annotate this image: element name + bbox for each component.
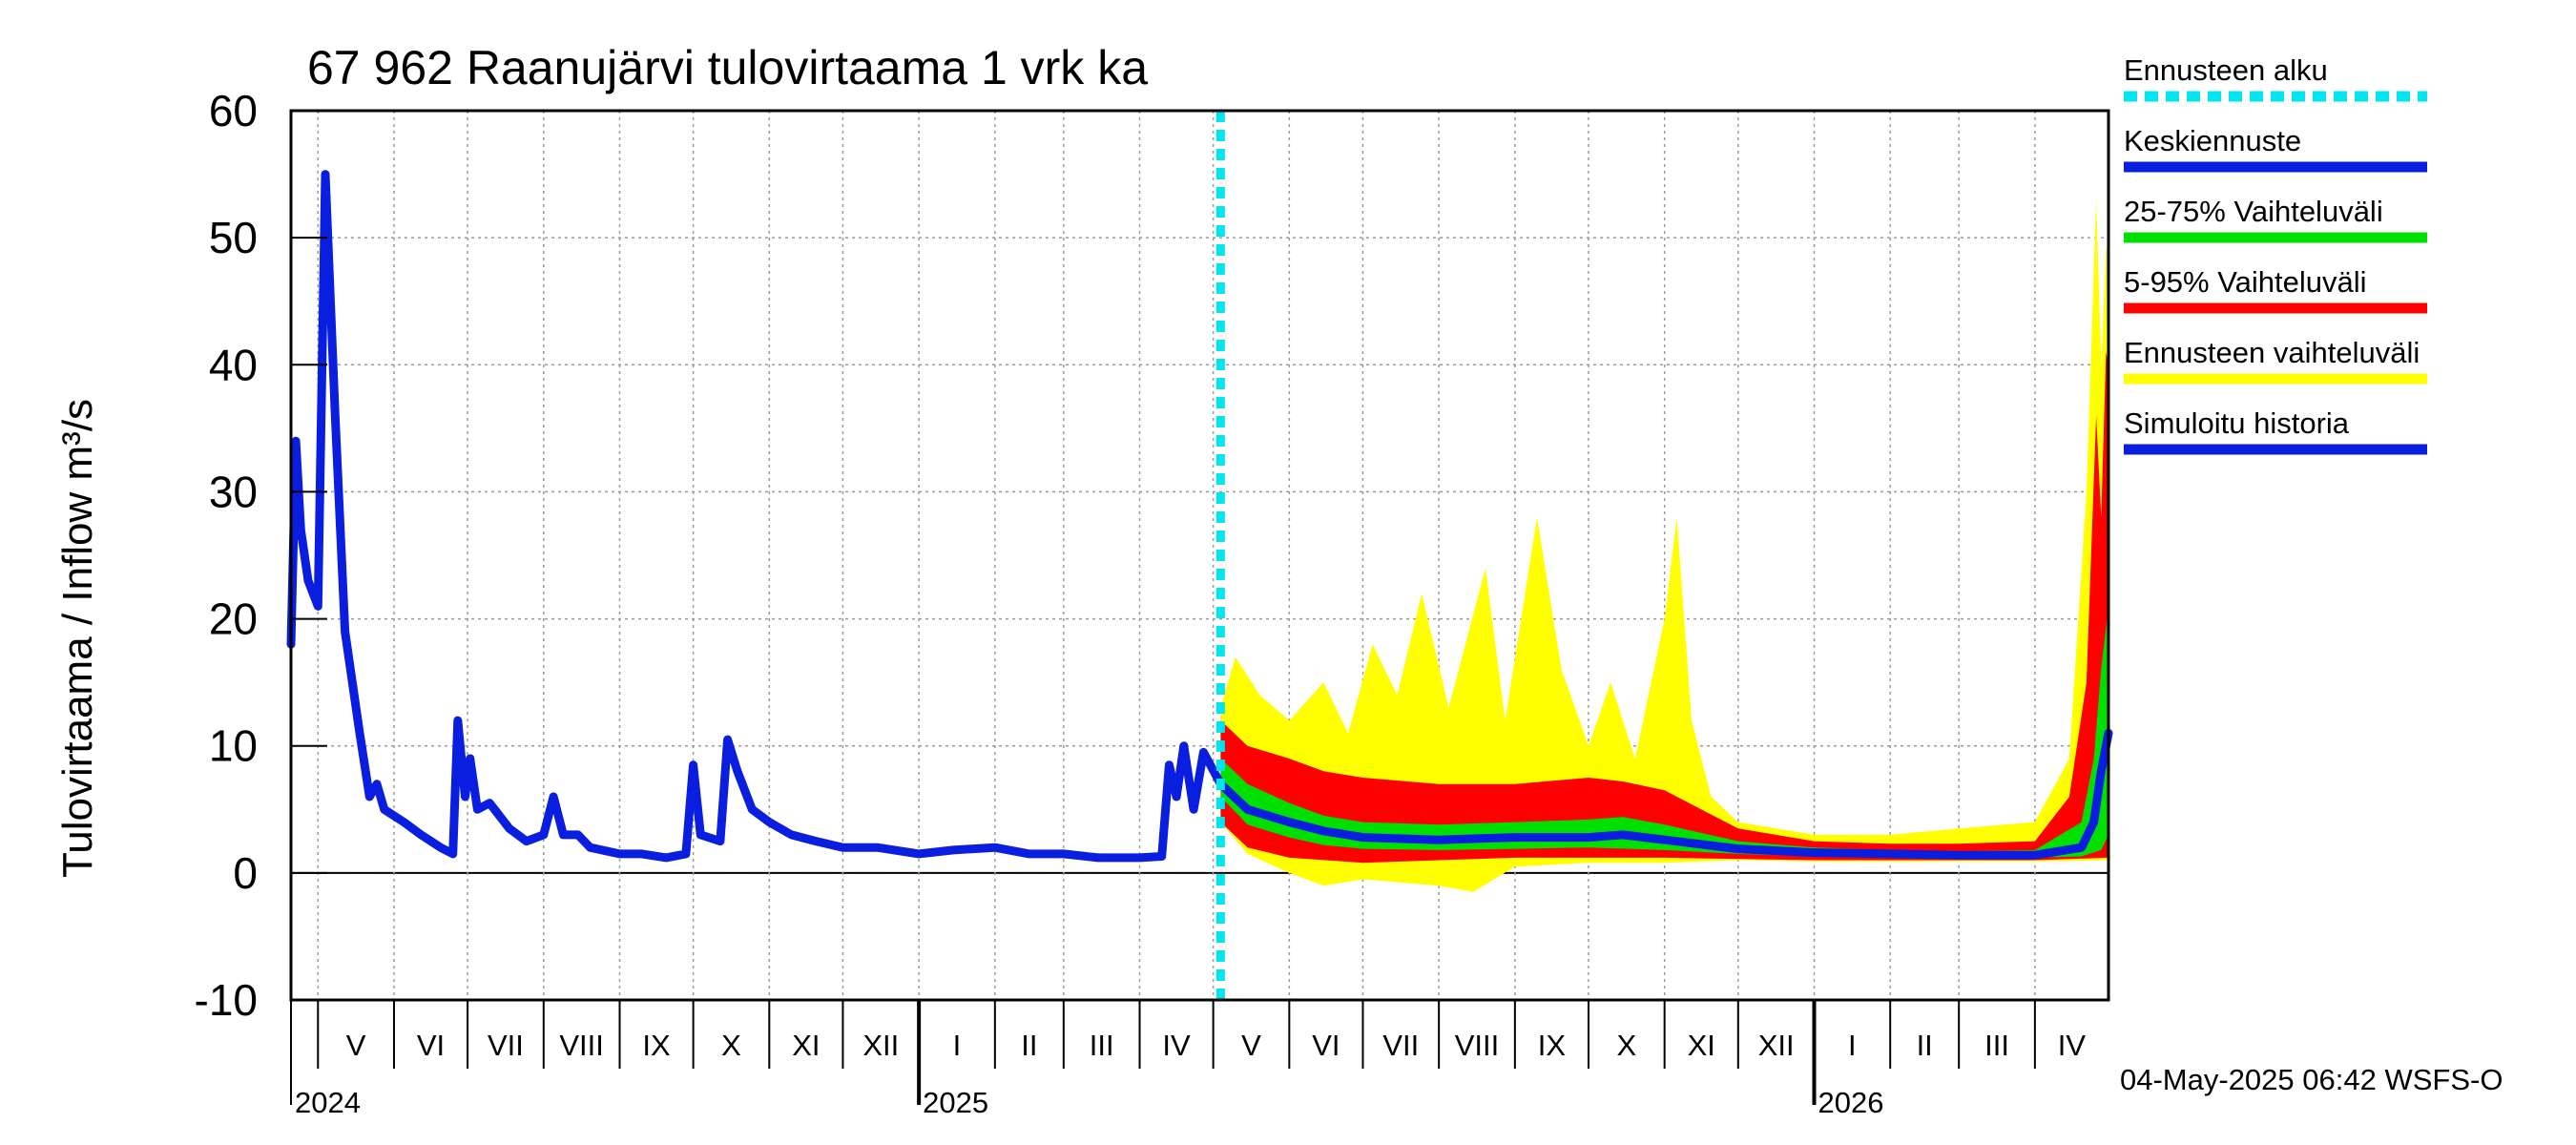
- x-axis: V VI VII VIII IX X XI XII I II III IV V VI VII VIII IX X X…: [290, 1000, 2087, 1119]
- legend-label: Keskiennuste: [2124, 124, 2301, 157]
- month-label: XII: [862, 1029, 899, 1062]
- month-label: IX: [642, 1029, 671, 1062]
- y-tick-label: 60: [209, 86, 258, 135]
- month-label: II: [1917, 1029, 1933, 1062]
- month-label: I: [953, 1029, 962, 1062]
- month-label: VIII: [1455, 1029, 1500, 1062]
- y-tick-label: 0: [233, 848, 258, 898]
- band-ennusteen-vaihteluv-li: [1220, 199, 2109, 892]
- month-label: VI: [1312, 1029, 1340, 1062]
- y-tick-label: -10: [195, 975, 258, 1025]
- month-label: X: [721, 1029, 741, 1062]
- month-label: X: [1616, 1029, 1636, 1062]
- y-tick-label: 40: [209, 340, 258, 389]
- month-label: VII: [488, 1029, 524, 1062]
- month-label: III: [1090, 1029, 1114, 1062]
- flow-lines: [286, 111, 2113, 1000]
- y-tick-label: 10: [209, 721, 258, 771]
- y-tick-label: 20: [209, 594, 258, 644]
- band-25-75-vaihteluv-li: [1220, 606, 2109, 858]
- forecast-bands: [1220, 199, 2109, 892]
- month-label: V: [1241, 1029, 1261, 1062]
- month-label: XII: [1758, 1029, 1795, 1062]
- month-label: VI: [417, 1029, 445, 1062]
- y-tick-label: 50: [209, 213, 258, 262]
- legend-label: Ennusteen alku: [2124, 53, 2328, 87]
- legend-label: 5-95% Vaihteluväli: [2124, 265, 2366, 299]
- legend: Ennusteen alku Keskiennuste 25-75% Vaihtel…: [2124, 53, 2427, 455]
- month-label: V: [346, 1029, 366, 1062]
- month-label: VII: [1382, 1029, 1419, 1062]
- chart-title: 67 962 Raanujärvi tulovirtaama 1 vrk ka: [307, 41, 1148, 94]
- y-tick-label: 30: [209, 467, 258, 516]
- month-label: XI: [1688, 1029, 1715, 1062]
- month-label: IV: [2058, 1029, 2087, 1062]
- grid: [291, 110, 2109, 1001]
- month-label: VIII: [559, 1029, 604, 1062]
- month-label: I: [1848, 1029, 1857, 1062]
- timestamp-footer: 04-May-2025 06:42 WSFS-O: [2120, 1063, 2503, 1096]
- month-label: IX: [1538, 1029, 1567, 1062]
- legend-label: Ennusteen vaihteluväli: [2124, 336, 2420, 369]
- simulated-history-line: [286, 170, 1225, 863]
- y-axis-label: Tulovirtaama / Inflow m³/s: [54, 399, 101, 878]
- year-label: 2024: [295, 1086, 361, 1119]
- legend-label: Simuloitu historia: [2124, 406, 2350, 440]
- month-label: II: [1021, 1029, 1037, 1062]
- legend-label: 25-75% Vaihteluväli: [2124, 195, 2383, 228]
- month-label: XI: [792, 1029, 820, 1062]
- year-label: 2025: [923, 1086, 988, 1119]
- month-label: III: [1984, 1029, 2009, 1062]
- year-label: 2026: [1818, 1086, 1883, 1119]
- mean-forecast-line: [1215, 728, 2113, 860]
- y-axis-ticks: -10 0 10 20 30 40 50 60: [195, 86, 327, 1025]
- month-label: IV: [1162, 1029, 1191, 1062]
- plot-border: [289, 109, 2110, 1002]
- plot-frame: [289, 109, 2110, 1002]
